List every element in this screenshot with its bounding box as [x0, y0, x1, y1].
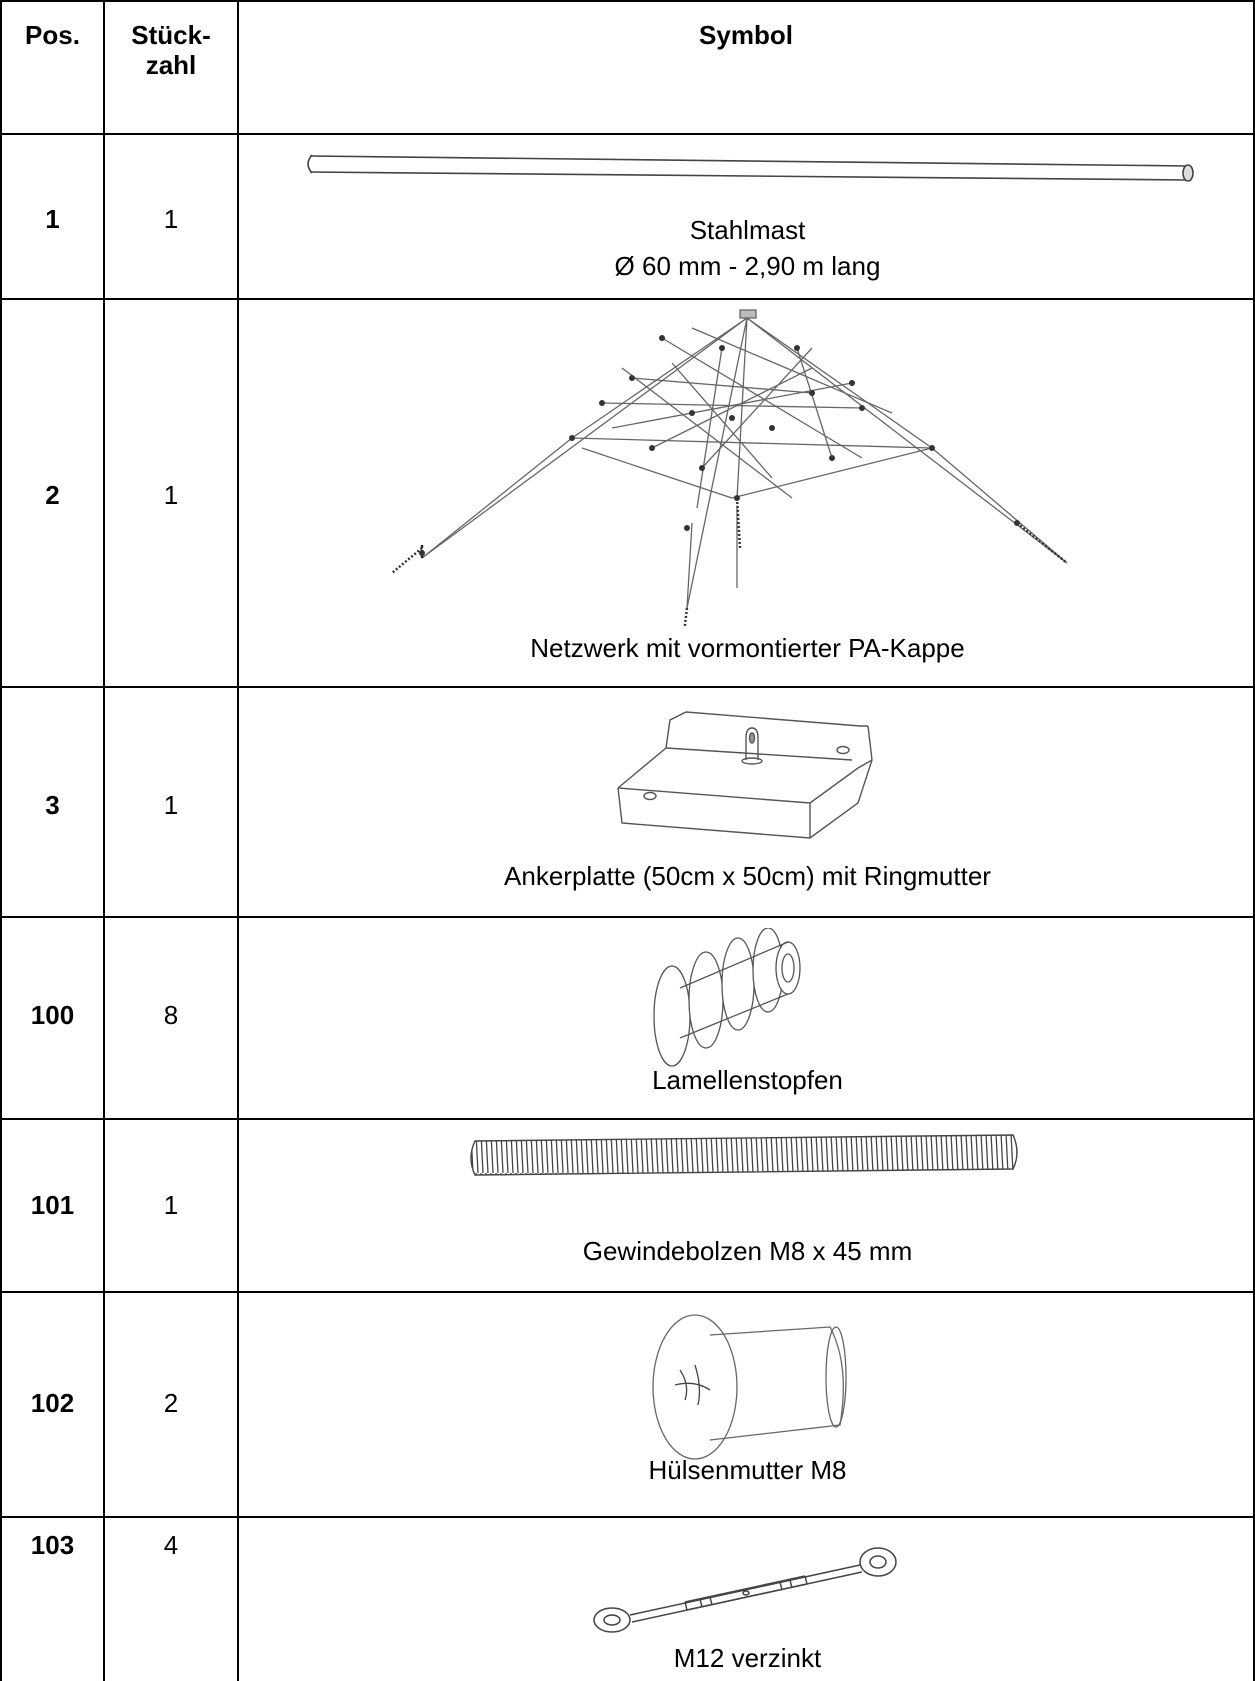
caption-line: Ø 60 mm - 2,90 m lang: [614, 251, 881, 281]
caption-row-2: Netzwerk mit vormontierter PA-Kappe: [240, 630, 1255, 666]
pos-cell: 3: [45, 790, 60, 820]
pos-cell: 102: [30, 1388, 75, 1418]
caption-row-7: M12 verzinkt: [240, 1640, 1255, 1676]
turnbuckle-icon: [590, 1540, 900, 1635]
row-divider: [0, 1516, 1255, 1518]
sleeve-nut-icon: [650, 1305, 870, 1465]
pos-cell: 1: [45, 204, 60, 234]
caption-row-1: Stahlmast Ø 60 mm - 2,90 m lang: [240, 212, 1255, 284]
row-divider: [0, 1118, 1255, 1120]
caption-line: Netzwerk mit vormontierter PA-Kappe: [530, 633, 965, 663]
table-border-right: [1253, 0, 1255, 1681]
caption-line: Ankerplatte (50cm x 50cm) mit Ringmutter: [504, 861, 991, 891]
steel-mast-icon: [300, 148, 1200, 184]
row-divider: [0, 1291, 1255, 1293]
qty-cell: 1: [163, 1190, 179, 1220]
qty-cell: 2: [163, 1388, 179, 1418]
pos-cell: 100: [30, 1000, 75, 1030]
caption-line: Stahlmast: [689, 215, 806, 245]
header-qty: Stück- zahl: [105, 20, 237, 80]
row-divider: [0, 298, 1255, 300]
qty-cell: 8: [163, 1000, 179, 1030]
column-divider: [237, 0, 239, 1681]
lamella-plug-icon: [650, 928, 810, 1070]
table-border-top: [0, 0, 1255, 2]
qty-cell: 1: [163, 480, 179, 510]
caption-line: Gewindebolzen M8 x 45 mm: [582, 1236, 913, 1266]
rope-net-icon: [392, 308, 1072, 628]
row-divider: [0, 133, 1255, 135]
caption-row-3: Ankerplatte (50cm x 50cm) mit Ringmutter: [240, 858, 1255, 894]
header-pos: Pos.: [25, 20, 80, 50]
header-qty-line2: zahl: [145, 50, 197, 80]
pos-cell: 2: [45, 480, 60, 510]
row-divider: [0, 916, 1255, 918]
pos-cell: 103: [30, 1530, 75, 1560]
caption-row-5: Gewindebolzen M8 x 45 mm: [240, 1233, 1255, 1269]
column-divider: [103, 0, 105, 1681]
caption-line: Hülsenmutter M8: [648, 1455, 847, 1485]
qty-cell: 1: [163, 204, 179, 234]
qty-cell: 4: [163, 1530, 179, 1560]
header-qty-line1: Stück-: [131, 20, 211, 50]
row-divider: [0, 686, 1255, 688]
threaded-bolt-icon: [465, 1133, 1025, 1183]
pos-cell: 101: [30, 1190, 75, 1220]
anchor-plate-icon: [610, 698, 880, 843]
caption-line: Lamellenstopfen: [652, 1065, 843, 1095]
caption-row-4: Lamellenstopfen: [240, 1062, 1255, 1098]
header-symbol: Symbol: [699, 20, 793, 50]
qty-cell: 1: [163, 790, 179, 820]
caption-line: M12 verzinkt: [673, 1643, 822, 1673]
table-border-left: [0, 0, 2, 1681]
caption-row-6: Hülsenmutter M8: [240, 1452, 1255, 1488]
